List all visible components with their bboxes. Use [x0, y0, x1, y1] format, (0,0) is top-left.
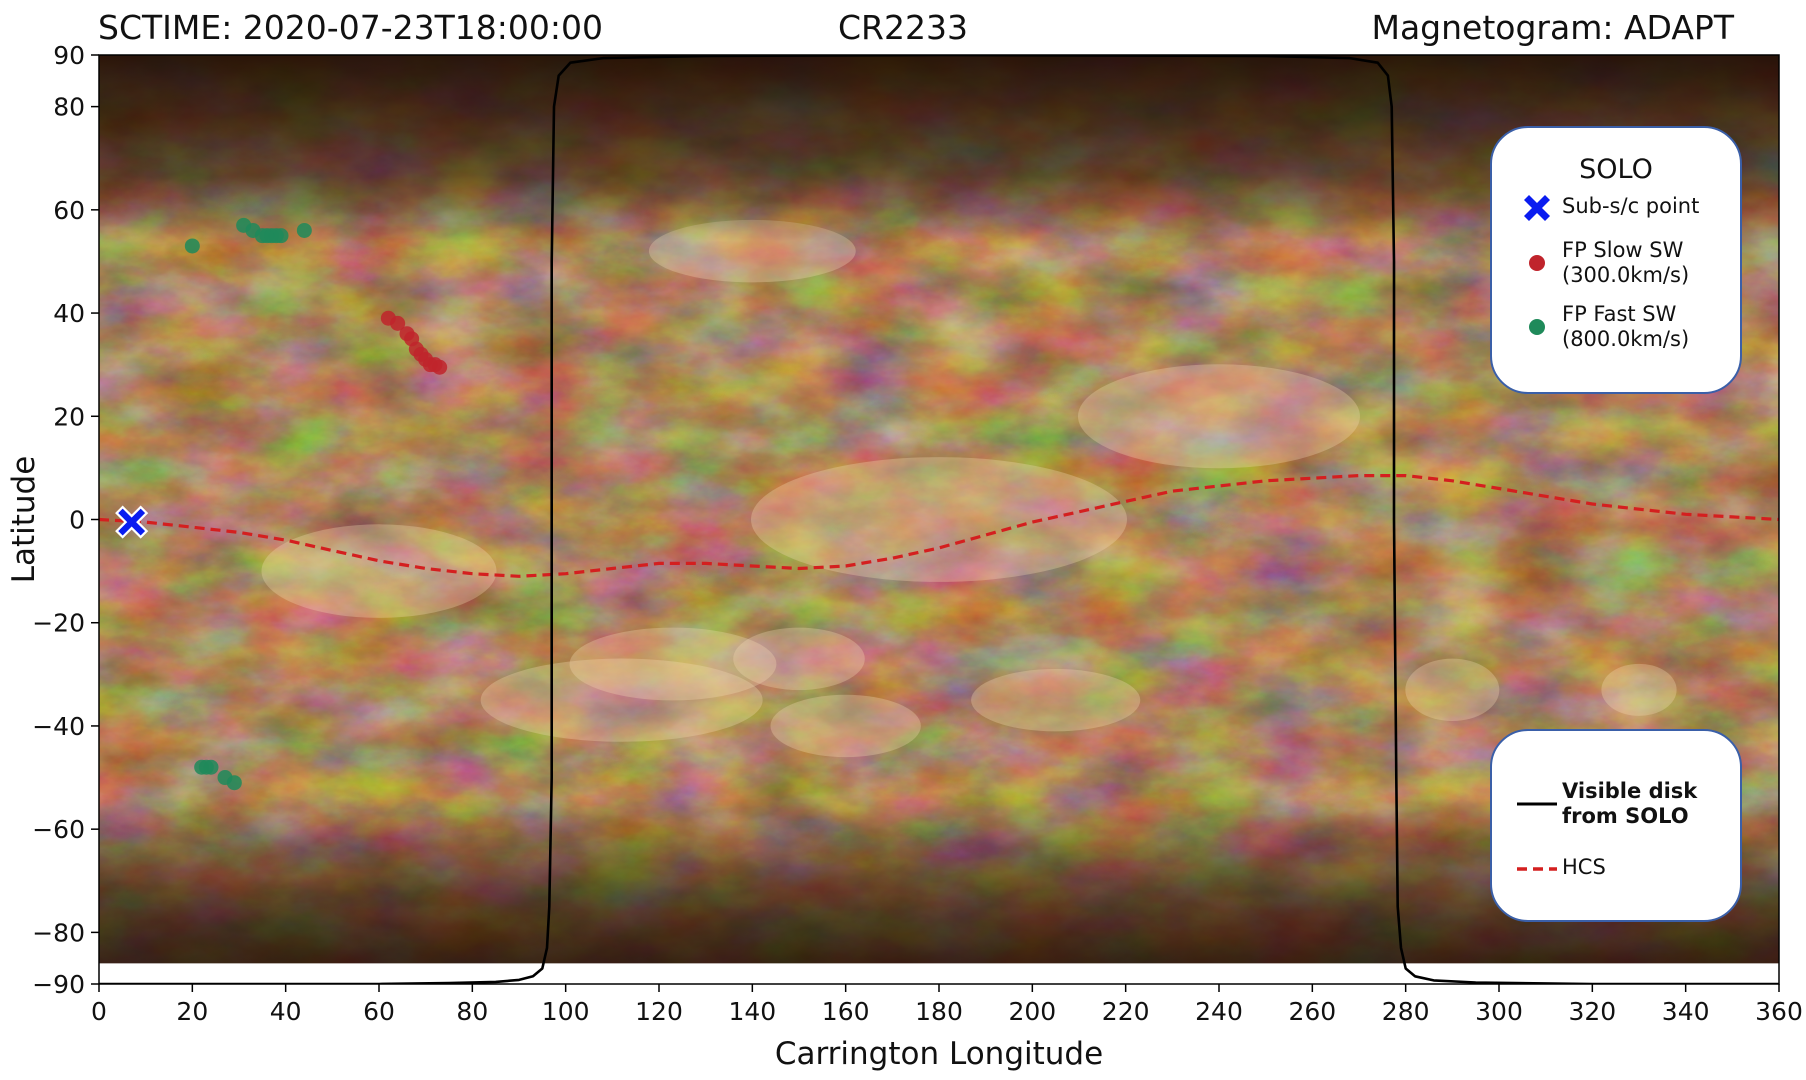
x-tick-label-160: 160: [822, 997, 870, 1026]
y-tick-label-8: 60: [53, 196, 85, 225]
x-tick-label-280: 280: [1382, 997, 1430, 1026]
marker-layer: [115, 505, 149, 539]
dashed-line-icon: [1512, 855, 1562, 883]
solid-line-icon: [1512, 779, 1562, 829]
header-magnetogram: Magnetogram: ADAPT: [1371, 8, 1734, 47]
map-bottom-gap: [99, 963, 1779, 984]
x-tick-label-140: 140: [728, 997, 776, 1026]
header-sctime: SCTIME: 2020-07-23T18:00:00: [98, 8, 603, 47]
x-tick-label-260: 260: [1288, 997, 1336, 1026]
x-marker-icon: [1512, 194, 1562, 222]
red-dot-icon: [1512, 238, 1562, 288]
legend-item-fast: FP Fast SW (800.0km/s): [1512, 302, 1689, 352]
fp-slow-sw-point-1: [390, 315, 406, 331]
y-tick-label-9: 80: [53, 93, 85, 122]
y-tick-label-1: −80: [32, 918, 85, 947]
x-tick-label-20: 20: [176, 997, 208, 1026]
y-axis-ticks: −90 −80 −60 −40 −20 0 20 40 60 80 90: [32, 41, 99, 999]
x-tick-label-180: 180: [915, 997, 963, 1026]
x-tick-label-320: 320: [1568, 997, 1616, 1026]
fp-fast-sw-point-0: [184, 238, 200, 254]
y-tick-label-0: −90: [32, 970, 85, 999]
fp-fast-sw-point-8: [296, 222, 312, 238]
y-tick-label-2: −60: [32, 815, 85, 844]
x-tick-label-0: 0: [91, 997, 107, 1026]
legend-label-hcs: HCS: [1562, 855, 1606, 879]
x-axis-ticks: 0 20 40 60 80 100 120 140 160 180 200 220 240 260 280 3…: [91, 984, 1803, 1026]
legend-label-fast: FP Fast SW (800.0km/s): [1562, 302, 1690, 351]
y-tick-label-7: 40: [53, 299, 85, 328]
sub-s-c-point-x-shape: [115, 505, 149, 539]
y-tick-label-3: −40: [32, 712, 85, 741]
x-tick-label-120: 120: [635, 997, 683, 1026]
x-tick-label-100: 100: [542, 997, 590, 1026]
y-tick-label-4: −20: [32, 609, 85, 638]
legend-item-slow: FP Slow SW (300.0km/s): [1512, 238, 1689, 288]
legend-item-visible-disk: Visible disk from SOLO: [1512, 779, 1697, 829]
fp-fast-sw-point-7: [273, 228, 289, 244]
y-axis-label: Latitude: [6, 456, 42, 584]
legend-label-visible-disk: Visible disk from SOLO: [1562, 779, 1698, 828]
legend-label-slow: FP Slow SW (300.0km/s): [1562, 238, 1690, 287]
fp-fast-sw-point-13: [226, 775, 242, 791]
hcs-line: [99, 474, 1779, 578]
legend-title: SOLO: [1579, 154, 1653, 185]
y-tick-label-10: 90: [53, 41, 85, 70]
legend-solo: SOLO Sub-s/c point FP Slow SW (300.0km/s…: [1490, 126, 1742, 394]
x-tick-label-300: 300: [1475, 997, 1523, 1026]
x-tick-label-80: 80: [456, 997, 488, 1026]
x-tick-label-340: 340: [1662, 997, 1710, 1026]
x-tick-label-60: 60: [363, 997, 395, 1026]
x-tick-label-240: 240: [1195, 997, 1243, 1026]
fp-fast-sw-point-11: [203, 759, 219, 775]
header-carrington-rotation: CR2233: [838, 8, 968, 47]
x-tick-label-200: 200: [1008, 997, 1056, 1026]
legend-item-hcs: HCS: [1512, 855, 1606, 883]
green-dot-icon: [1512, 302, 1562, 352]
y-tick-label-6: 20: [53, 402, 85, 431]
legend-label-subsc: Sub-s/c point: [1562, 194, 1700, 218]
x-tick-label-360: 360: [1755, 997, 1803, 1026]
legend-item-subsc: Sub-s/c point: [1512, 194, 1699, 222]
x-axis-label: Carrington Longitude: [775, 1036, 1103, 1072]
legend-lines: Visible disk from SOLO HCS: [1490, 729, 1742, 922]
sub-s-c-point-marker-0: [115, 505, 149, 539]
fp-slow-sw-point-9: [432, 359, 448, 375]
y-tick-label-5: 0: [69, 506, 85, 535]
x-tick-label-40: 40: [270, 997, 302, 1026]
x-tick-label-220: 220: [1102, 997, 1150, 1026]
